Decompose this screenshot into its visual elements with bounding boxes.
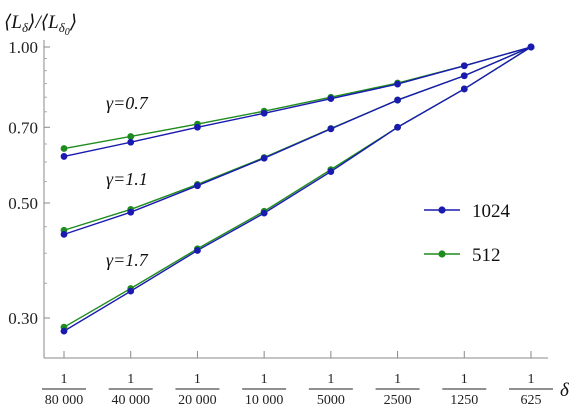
legend-label-1024: 1024 (472, 201, 511, 222)
data-point-1024 (60, 153, 68, 160)
data-point-1024 (127, 138, 135, 146)
x-tick-numerator: 1 (394, 372, 401, 387)
legend: 1024 512 (424, 201, 511, 266)
data-point-1024 (194, 247, 201, 254)
data-point-1024 (327, 168, 335, 175)
gamma-label-0: γ=0.7 (106, 93, 149, 113)
x-ticks: 1 80 000 1 40 000 1 20 000 1 10 000 1 5000 1 2500 1 1… (42, 351, 553, 408)
x-tick-denominator: 5000 (317, 393, 345, 408)
gamma-label-1: γ=1.1 (106, 169, 148, 189)
data-point-1024 (194, 123, 201, 131)
data-point-1024 (260, 209, 268, 217)
x-tick-numerator: 1 (327, 372, 334, 387)
x-tick-denominator: 10 000 (245, 393, 284, 408)
data-point-512 (60, 145, 68, 152)
x-tick-numerator: 1 (194, 372, 201, 387)
series-line-1024-curve-1 (63, 46, 532, 236)
y-tick-label: 0.50 (8, 194, 38, 213)
series-lines (63, 46, 532, 332)
data-point-1024 (394, 96, 401, 104)
data-point-1024 (394, 80, 401, 88)
x-tick-numerator: 1 (261, 372, 268, 387)
data-point-1024 (60, 327, 68, 335)
data-point-1024 (327, 125, 335, 133)
series-line-512-curve-1 (63, 46, 532, 231)
data-point-1024 (260, 109, 268, 117)
y-ticks: 1.00 0.70 0.50 0.30 (8, 38, 50, 328)
y-tick-label: 1.00 (8, 38, 38, 57)
axes (43, 40, 548, 359)
series-points (60, 43, 535, 335)
data-point-512 (127, 133, 135, 140)
data-point-1024 (460, 85, 468, 93)
legend-label-512: 512 (472, 245, 501, 266)
data-point-1024 (127, 287, 135, 295)
x-tick-denominator: 1250 (450, 393, 478, 408)
x-tick-denominator: 80 000 (45, 393, 84, 408)
gamma-label-2: γ=1.7 (106, 250, 149, 270)
x-tick-numerator: 1 (127, 372, 134, 387)
y-tick-label: 0.30 (8, 309, 38, 328)
data-point-1024 (327, 95, 335, 103)
data-point-1024 (194, 182, 201, 190)
x-axis-title: δ (560, 380, 570, 401)
x-tick-numerator: 1 (461, 372, 468, 387)
data-point-1024 (260, 154, 268, 162)
legend-marker-512 (438, 250, 446, 258)
x-tick-denominator: 40 000 (111, 393, 150, 408)
x-tick-numerator: 1 (61, 372, 68, 387)
data-point-1024 (527, 43, 535, 51)
data-point-1024 (127, 208, 135, 216)
y-tick-label: 0.70 (8, 118, 38, 137)
data-point-1024 (460, 72, 468, 80)
series-line-1024-curve-2 (63, 46, 532, 332)
data-point-1024 (394, 123, 401, 131)
y-axis-title: ⟨Lδ⟩/⟨Lδ0⟩ (4, 12, 77, 38)
x-tick-denominator: 2500 (384, 393, 412, 408)
x-tick-denominator: 625 (521, 393, 542, 408)
data-point-1024 (460, 62, 468, 70)
legend-marker-1024 (438, 206, 446, 214)
data-point-1024 (60, 230, 68, 238)
x-tick-numerator: 1 (528, 372, 535, 387)
series-line-1024-curve-0 (63, 46, 532, 158)
x-tick-denominator: 20 000 (178, 393, 217, 408)
